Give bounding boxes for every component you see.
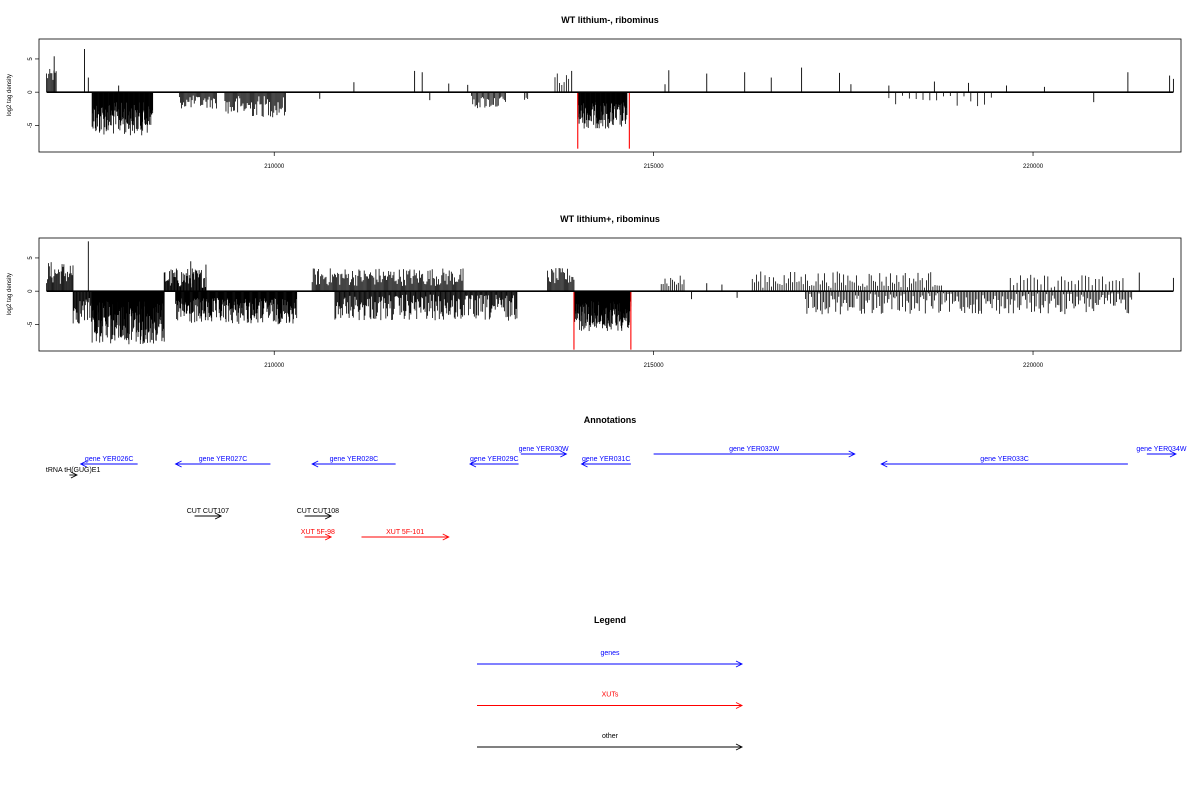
panel-title: WT lithium+, ribominus [560,214,660,224]
feature-label: tRNA tH(GUG)E1 [46,467,101,474]
x-tick-label: 220000 [1023,363,1044,369]
plot-frame [38,237,1182,352]
y-tick-label: 5 [28,256,34,260]
legend-item: other [477,733,744,751]
x-tick-label: 215000 [644,363,665,369]
y-tick-label: 5 [28,57,34,61]
x-tick-label: 210000 [264,363,285,369]
annotation-feature: gene YER031C [580,456,631,468]
arrowhead-icon [848,450,856,458]
annotation-features: gene YER026C tRNA tH(GUG)E1 gene YER027C ge… [46,446,1187,541]
legend-items: genes XUTs other [477,650,744,751]
annotation-feature: gene YER034W [1136,446,1187,458]
arrowhead-icon [735,702,744,709]
arrowhead-icon [214,512,223,520]
arrowhead-icon [560,450,568,458]
y-tick-label: 0 [28,289,34,293]
feature-label: gene YER033C [980,456,1029,463]
annotation-feature: CUT CUT108 [297,508,339,520]
legend-item: XUTs [477,692,744,709]
y-tick-label: -5 [28,321,34,327]
y-tick-label: 0 [28,90,34,94]
tag-density-panel-lithium-plus: WT lithium+, ribominus log2 tag density … [7,214,1182,369]
plot-frame [38,38,1182,153]
bars [46,241,1174,350]
legend-panel: Legend genes XUTs other [477,615,744,751]
x-tick-label: 210000 [264,164,285,170]
feature-label: XUT 5F-98 [301,529,335,536]
feature-label: gene YER028C [330,456,379,463]
arrowhead-icon [735,660,744,668]
legend-label: other [602,733,619,740]
arrowhead-icon [442,533,450,541]
annotation-feature: gene YER027C [174,456,271,468]
bars [46,48,1174,149]
arrowhead-icon [79,460,87,468]
annotation-feature: XUT 5F-98 [301,529,335,541]
feature-label: XUT 5F-101 [386,529,424,536]
feature-label: gene YER034W [1136,446,1186,453]
x-tick-label: 215000 [644,164,665,170]
annotation-feature: CUT CUT107 [187,508,229,520]
arrowhead-icon [468,460,477,468]
feature-label: gene YER032W [729,446,779,453]
arrowhead-icon [324,512,333,520]
axes: -5 0 5 210000 215000 220000 [28,57,1044,170]
tag-density-panel-lithium-minus: WT lithium-, ribominus log2 tag density … [7,15,1182,170]
arrowhead-icon [311,460,319,468]
y-axis-label: log2 tag density [7,273,13,315]
y-tick-label: -5 [28,122,34,128]
x-tick-label: 220000 [1023,164,1044,170]
annotation-feature: gene YER030W [519,446,569,458]
arrowhead-icon [324,533,333,541]
feature-label: CUT CUT108 [297,508,339,515]
arrowhead-icon [880,460,888,468]
annotation-feature: gene YER026C [79,456,138,468]
legend-item: genes [477,650,744,668]
legend-title: Legend [594,615,626,625]
annotation-feature: gene YER029C [468,456,519,468]
annotation-feature: gene YER028C [311,456,396,468]
feature-label: CUT CUT107 [187,508,229,515]
feature-label: gene YER031C [582,456,631,463]
arrowhead-icon [580,460,588,468]
feature-label: gene YER026C [85,456,134,463]
feature-label: gene YER027C [199,456,248,463]
arrowhead-icon [1169,450,1178,458]
arrowhead-icon [735,743,744,751]
y-axis-label: log2 tag density [7,74,13,116]
annotation-feature: tRNA tH(GUG)E1 [46,467,101,479]
legend-label: XUTs [602,692,619,699]
feature-label: gene YER029C [470,456,519,463]
arrowhead-icon [70,471,78,479]
annotation-feature: gene YER033C [880,456,1128,468]
axes: -5 0 5 210000 215000 220000 [28,256,1044,369]
annotations-title: Annotations [584,415,637,425]
arrowhead-icon [174,460,182,468]
annotation-feature: gene YER032W [653,446,856,458]
feature-label: gene YER030W [519,446,569,453]
legend-label: genes [600,650,620,657]
annotation-feature: XUT 5F-101 [361,529,450,541]
panel-title: WT lithium-, ribominus [561,15,659,25]
